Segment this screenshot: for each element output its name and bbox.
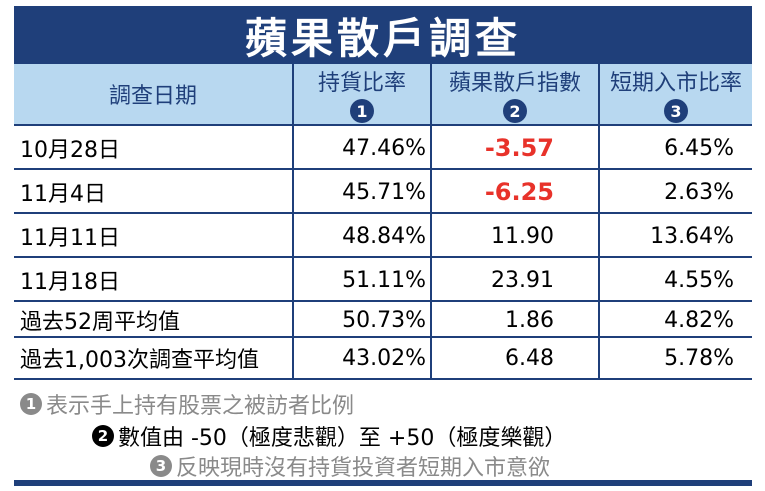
cell-entry: 13.64% [650, 223, 734, 249]
cell-index: 23.91 [491, 267, 554, 293]
cell-holding: 43.02% [342, 345, 426, 371]
header-index: 蘋果散戶指數 2 [432, 64, 598, 124]
cell-date: 11月18日 [20, 270, 120, 295]
footnote-3: 3 反映現時沒有持貨投資者短期入市意欲 [150, 450, 550, 482]
cell-holding: 50.73% [342, 307, 426, 333]
bottom-rule [14, 480, 752, 486]
grid-line [14, 378, 752, 380]
grid-line [292, 64, 294, 380]
grid-line [14, 300, 752, 302]
cell-date: 11月11日 [20, 226, 120, 251]
cell-index: 1.86 [505, 307, 554, 333]
grid-line [14, 336, 752, 338]
footnote-1: 1 表示手上持有股票之被訪者比例 [20, 388, 354, 420]
cell-date: 10月28日 [20, 138, 120, 163]
cell-date: 過去52周平均值 [20, 310, 180, 335]
cell-index: 11.90 [491, 223, 554, 249]
footnote-2: 2 數值由 -50（極度悲觀）至 +50（極度樂觀） [92, 420, 566, 452]
table-title: 蘋果散戶調查 [14, 6, 752, 64]
grid-line [14, 212, 752, 214]
footnote-1-marker: 1 [20, 393, 42, 415]
header-holding: 持貨比率 1 [294, 64, 430, 124]
cell-index: -6.25 [484, 178, 554, 206]
cell-date: 11月4日 [20, 182, 106, 207]
cell-entry: 2.63% [664, 179, 734, 205]
cell-index: 6.48 [505, 345, 554, 371]
cell-entry: 5.78% [664, 345, 734, 371]
table-row: 過去1,003次調查平均值 43.02% 6.48 5.78% [14, 336, 752, 380]
footnote-2-text: 數值由 -50（極度悲觀）至 +50（極度樂觀） [118, 426, 567, 451]
header-date-label: 調查日期 [108, 84, 197, 109]
header-index-label: 蘋果散戶指數 [448, 71, 581, 96]
table-row: 10月28日 47.46% -3.57 6.45% [14, 126, 752, 170]
header-index-marker: 2 [503, 99, 527, 123]
grid-line [14, 168, 752, 170]
table-row: 11月11日 48.84% 11.90 13.64% [14, 214, 752, 258]
header-entry: 短期入市比率 3 [600, 64, 752, 124]
table-row: 過去52周平均值 50.73% 1.86 4.82% [14, 298, 752, 342]
grid-line [14, 124, 752, 126]
cell-entry: 4.55% [664, 267, 734, 293]
cell-entry: 6.45% [664, 135, 734, 161]
header-holding-marker: 1 [350, 99, 374, 123]
cell-holding: 51.11% [342, 267, 426, 293]
cell-index: -3.57 [484, 134, 554, 162]
footnote-1-text: 表示手上持有股票之被訪者比例 [46, 394, 355, 419]
footnote-3-marker: 3 [150, 455, 172, 477]
grid-line [14, 256, 752, 258]
grid-line [430, 64, 432, 380]
header-entry-marker: 3 [664, 99, 688, 123]
cell-holding: 48.84% [342, 223, 426, 249]
header-holding-label: 持貨比率 [317, 71, 406, 96]
header-entry-label: 短期入市比率 [609, 71, 742, 96]
cell-date: 過去1,003次調查平均值 [20, 348, 259, 373]
header-date: 調查日期 [14, 64, 292, 124]
grid-line [598, 64, 600, 380]
cell-holding: 45.71% [342, 179, 426, 205]
header-row: 調查日期 持貨比率 1 蘋果散戶指數 2 短期入市比率 3 [14, 64, 752, 124]
table-row: 11月4日 45.71% -6.25 2.63% [14, 170, 752, 214]
cell-entry: 4.82% [664, 307, 734, 333]
cell-holding: 47.46% [342, 135, 426, 161]
table-row: 11月18日 51.11% 23.91 4.55% [14, 258, 752, 302]
footnotes: 1 表示手上持有股票之被訪者比例 2 數值由 -50（極度悲觀）至 +50（極度… [14, 380, 752, 482]
footnote-3-text: 反映現時沒有持貨投資者短期入市意欲 [176, 456, 551, 481]
footnote-2-marker: 2 [92, 425, 114, 447]
